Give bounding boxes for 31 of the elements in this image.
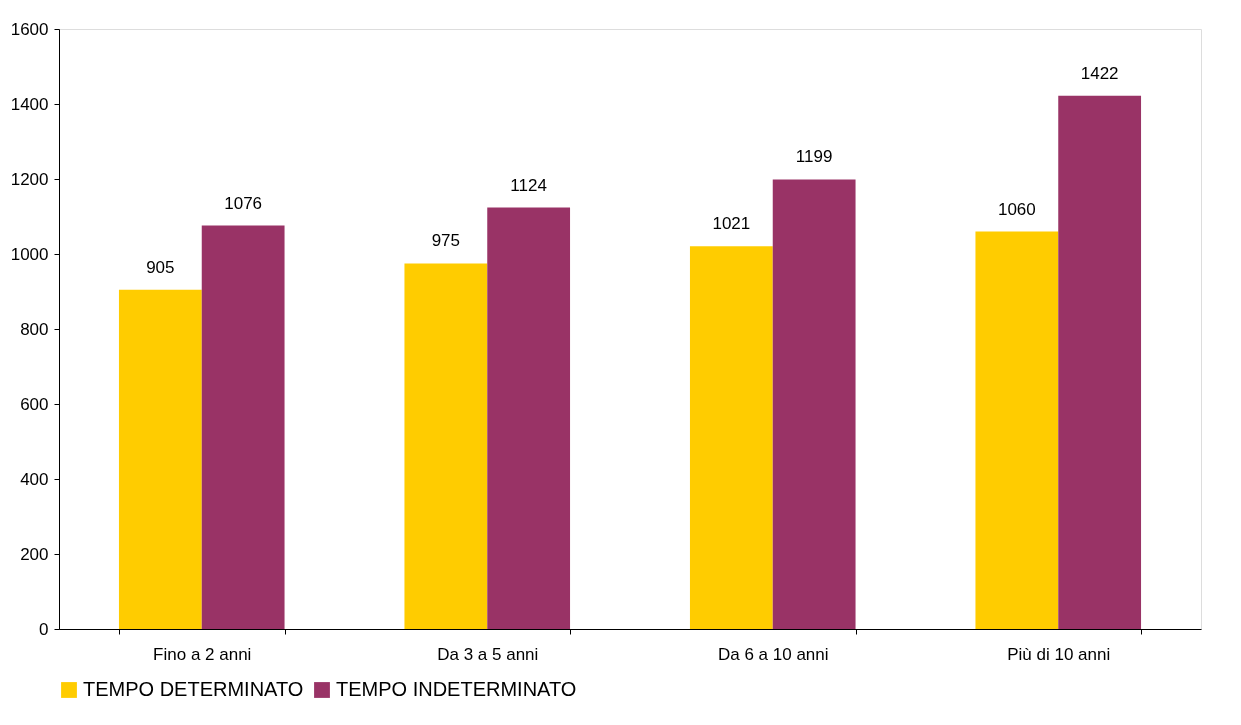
bar bbox=[201, 225, 285, 629]
bar bbox=[772, 179, 856, 629]
data-label: 1199 bbox=[795, 147, 833, 167]
bar bbox=[1058, 95, 1142, 629]
data-label: 1124 bbox=[510, 175, 547, 195]
bar bbox=[975, 231, 1059, 629]
bar bbox=[118, 289, 202, 629]
x-tick-label: Più di 10 anni bbox=[1007, 644, 1111, 664]
data-label: 1021 bbox=[712, 214, 751, 234]
x-tick-label: Fino a 2 anni bbox=[153, 644, 252, 664]
y-tick-label: 200 bbox=[20, 544, 49, 564]
bar bbox=[689, 246, 773, 629]
y-tick-label: 800 bbox=[20, 319, 49, 339]
y-tick-label: 600 bbox=[20, 394, 49, 414]
x-tick-label: Da 6 a 10 anni bbox=[717, 644, 829, 664]
y-tick-label: 400 bbox=[20, 469, 49, 489]
y-tick-label: 0 bbox=[39, 619, 49, 639]
x-tick-label: Da 3 a 5 anni bbox=[437, 644, 539, 664]
y-tick-label: 1200 bbox=[10, 169, 49, 189]
bar bbox=[404, 263, 488, 629]
data-label: 905 bbox=[146, 257, 175, 277]
data-label: 1422 bbox=[1080, 63, 1119, 83]
y-tick-label: 1000 bbox=[10, 244, 49, 264]
legend-label: TEMPO DETERMINATO bbox=[83, 678, 304, 700]
legend-label: TEMPO INDETERMINATO bbox=[336, 678, 577, 700]
y-tick-label: 1600 bbox=[10, 19, 49, 39]
bar bbox=[487, 207, 571, 629]
data-label: 1076 bbox=[224, 193, 263, 213]
y-tick-label: 1400 bbox=[10, 94, 49, 114]
data-label: 1060 bbox=[997, 199, 1036, 219]
data-label: 975 bbox=[431, 231, 461, 251]
